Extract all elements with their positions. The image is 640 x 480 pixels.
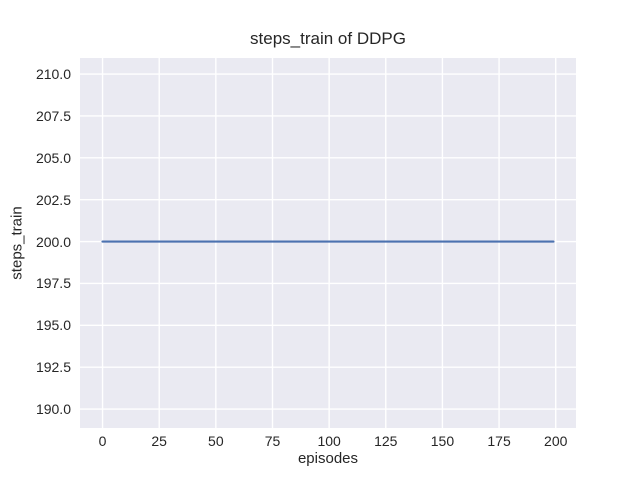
x-tick-label: 200 <box>544 433 568 449</box>
y-tick-label: 207.5 <box>35 107 71 124</box>
plot-background <box>80 58 576 428</box>
chart-title: steps_train of DDPG <box>250 29 406 48</box>
y-tick-label: 200.0 <box>35 233 71 250</box>
x-tick-label: 50 <box>208 433 224 449</box>
plot-area <box>80 58 576 428</box>
y-tick-label: 195.0 <box>35 317 71 334</box>
x-tick-label: 150 <box>430 433 455 449</box>
x-tick-label: 175 <box>487 433 511 449</box>
y-tick-label: 190.0 <box>35 401 71 418</box>
y-tick-label: 202.5 <box>35 191 71 208</box>
y-tick-label: 205.0 <box>35 149 71 166</box>
y-tick-label: 210.0 <box>35 66 71 83</box>
y-tick-label: 192.5 <box>35 359 71 376</box>
x-tick-label: 75 <box>264 433 281 449</box>
y-tick-label: 197.5 <box>35 275 71 292</box>
x-axis-label: episodes <box>297 450 359 467</box>
x-tick-label: 0 <box>98 433 107 449</box>
x-tick-label: 100 <box>317 433 341 449</box>
x-tick-label: 25 <box>151 433 167 449</box>
x-tick-label: 125 <box>374 433 398 449</box>
